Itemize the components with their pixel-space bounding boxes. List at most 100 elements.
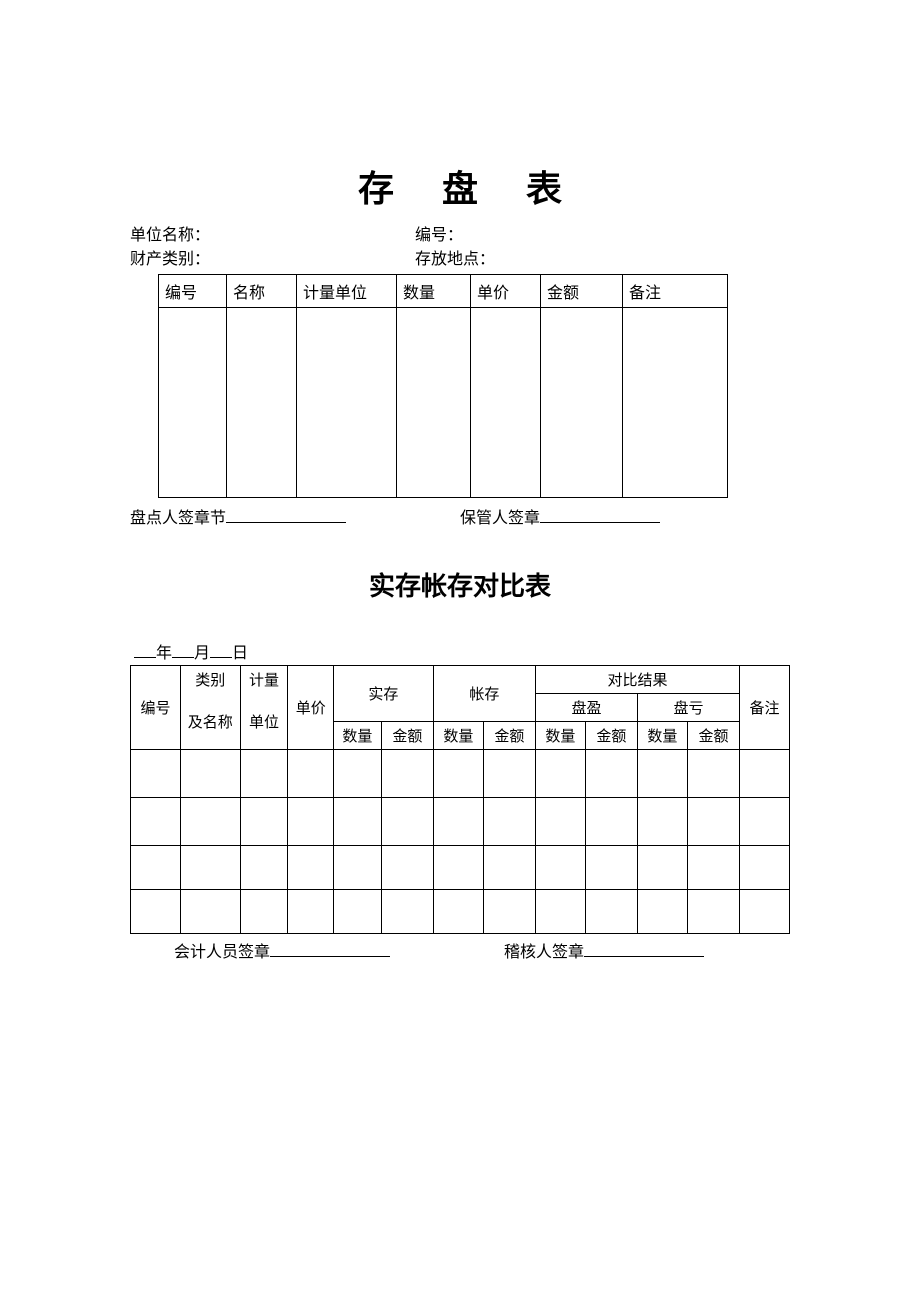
form1-title: 存盘表 xyxy=(130,160,790,212)
cell xyxy=(585,798,637,846)
cell xyxy=(637,798,687,846)
sign2-right: 稽核人签章 xyxy=(504,938,790,962)
sign1-right-label: 保管人签章 xyxy=(460,510,540,527)
underline xyxy=(270,941,390,957)
form2-title: 实存帐存对比表 xyxy=(130,566,790,603)
cell xyxy=(131,890,181,934)
hdr-book-amt: 金额 xyxy=(483,722,535,750)
hdr-real-amt: 金额 xyxy=(381,722,433,750)
form1: 存盘表 单位名称： 编号： 财产类别： 存放地点： 编号 名称 计量单位 数量 … xyxy=(130,160,790,528)
cell xyxy=(288,750,334,798)
category-label: 财产类别： xyxy=(130,248,415,272)
cell xyxy=(288,890,334,934)
hdr-sur-qty: 数量 xyxy=(535,722,585,750)
form1-table-wrap: 编号 名称 计量单位 数量 单价 金额 备注 xyxy=(158,274,728,498)
hdr-sho-qty: 数量 xyxy=(637,722,687,750)
month-label: 月 xyxy=(194,645,210,662)
sign1-right: 保管人签章 xyxy=(460,504,790,528)
col-name: 名称 xyxy=(227,275,297,308)
table-row xyxy=(159,308,728,498)
hdr-real: 实存 xyxy=(334,666,434,722)
cell xyxy=(131,798,181,846)
cell xyxy=(740,798,790,846)
sign2-left-label: 会计人员签章 xyxy=(174,944,270,961)
form1-meta-row2: 财产类别： 存放地点： xyxy=(130,248,790,272)
cell xyxy=(240,798,288,846)
sign1-left: 盘点人签章节 xyxy=(130,504,460,528)
cell xyxy=(180,890,240,934)
cell xyxy=(240,750,288,798)
cell xyxy=(297,308,397,498)
cell xyxy=(334,750,382,798)
cell xyxy=(637,750,687,798)
cell xyxy=(623,308,728,498)
underline xyxy=(226,507,346,523)
cell xyxy=(334,846,382,890)
hdr-book-qty: 数量 xyxy=(433,722,483,750)
table-row xyxy=(131,890,790,934)
cell xyxy=(433,798,483,846)
unit-label: 单位名称： xyxy=(130,224,415,248)
form2: 实存帐存对比表 年 月 日 编号 类别 计量 单价 实存 帐存 对比结果 备注 及名… xyxy=(130,566,790,962)
cell xyxy=(131,846,181,890)
col-id: 编号 xyxy=(159,275,227,308)
cell xyxy=(433,750,483,798)
cell xyxy=(381,750,433,798)
cell xyxy=(288,846,334,890)
cell xyxy=(483,798,535,846)
cell xyxy=(585,890,637,934)
cell xyxy=(740,890,790,934)
underline xyxy=(134,642,156,658)
cell xyxy=(180,798,240,846)
form1-sign-row: 盘点人签章节 保管人签章 xyxy=(130,504,790,528)
cell xyxy=(687,846,739,890)
table-header-row1: 编号 类别 计量 单价 实存 帐存 对比结果 备注 xyxy=(131,666,790,694)
hdr-shortage: 盘亏 xyxy=(637,694,739,722)
hdr-remark: 备注 xyxy=(740,666,790,750)
table-row xyxy=(131,798,790,846)
cell xyxy=(535,846,585,890)
cell xyxy=(637,890,687,934)
cell xyxy=(227,308,297,498)
col-remark: 备注 xyxy=(623,275,728,308)
year-label: 年 xyxy=(156,645,172,662)
hdr-book: 帐存 xyxy=(433,666,535,722)
cell xyxy=(131,750,181,798)
cell xyxy=(687,890,739,934)
cell xyxy=(535,750,585,798)
cell xyxy=(637,846,687,890)
cell xyxy=(381,846,433,890)
cell xyxy=(535,798,585,846)
underline xyxy=(584,941,704,957)
hdr-compare: 对比结果 xyxy=(535,666,739,694)
table-row xyxy=(131,846,790,890)
sign2-left: 会计人员签章 xyxy=(174,938,504,962)
table-header-row: 编号 名称 计量单位 数量 单价 金额 备注 xyxy=(159,275,728,308)
col-price: 单价 xyxy=(471,275,541,308)
cell xyxy=(240,846,288,890)
cell xyxy=(240,890,288,934)
hdr-sur-amt: 金额 xyxy=(585,722,637,750)
cell xyxy=(687,750,739,798)
table-row xyxy=(131,750,790,798)
form2-date: 年月日 xyxy=(130,639,790,663)
hdr-cat2: 及名称 xyxy=(180,694,240,750)
cell xyxy=(433,890,483,934)
hdr-price: 单价 xyxy=(288,666,334,750)
col-unit: 计量单位 xyxy=(297,275,397,308)
cell xyxy=(483,890,535,934)
cell xyxy=(381,798,433,846)
sign1-left-label: 盘点人签章节 xyxy=(130,510,226,527)
cell xyxy=(585,846,637,890)
hdr-surplus: 盘盈 xyxy=(535,694,637,722)
location-label: 存放地点： xyxy=(415,248,790,272)
hdr-cat1: 类别 xyxy=(180,666,240,694)
sign2-right-label: 稽核人签章 xyxy=(504,944,584,961)
hdr-unit1: 计量 xyxy=(240,666,288,694)
col-qty: 数量 xyxy=(397,275,471,308)
day-label: 日 xyxy=(232,645,248,662)
form1-meta-row1: 单位名称： 编号： xyxy=(130,224,790,248)
cell xyxy=(180,846,240,890)
cell xyxy=(585,750,637,798)
cell xyxy=(433,846,483,890)
